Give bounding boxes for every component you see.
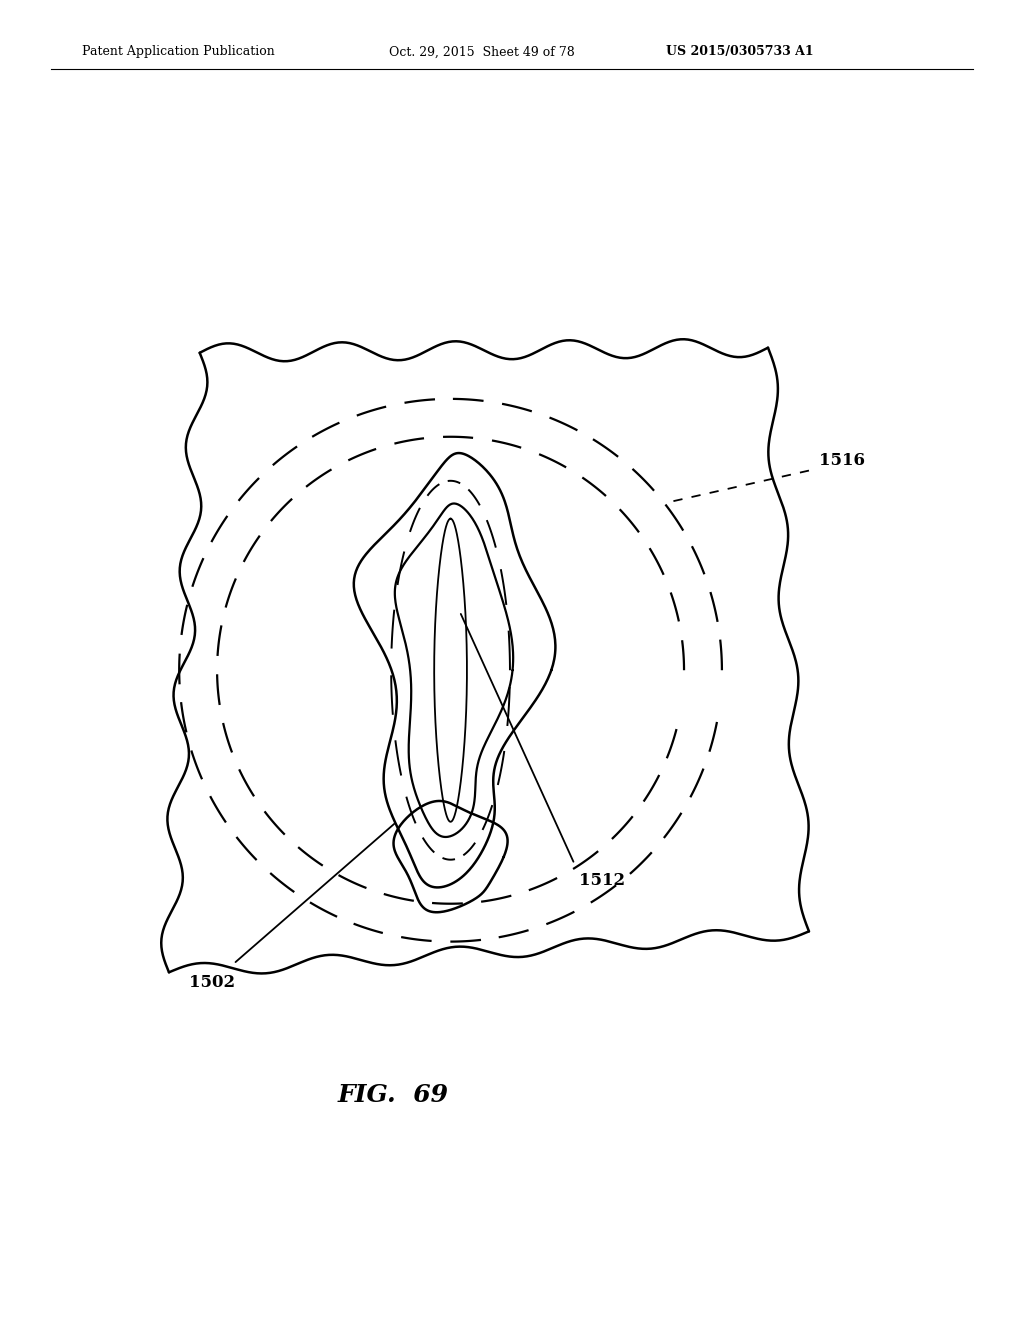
Text: US 2015/0305733 A1: US 2015/0305733 A1 [666, 45, 813, 58]
Text: Oct. 29, 2015  Sheet 49 of 78: Oct. 29, 2015 Sheet 49 of 78 [389, 45, 574, 58]
Text: FIG.  69: FIG. 69 [338, 1084, 449, 1107]
Text: 1502: 1502 [189, 974, 236, 991]
Text: Patent Application Publication: Patent Application Publication [82, 45, 274, 58]
Text: 1516: 1516 [819, 451, 865, 469]
Text: 1512: 1512 [579, 871, 625, 888]
